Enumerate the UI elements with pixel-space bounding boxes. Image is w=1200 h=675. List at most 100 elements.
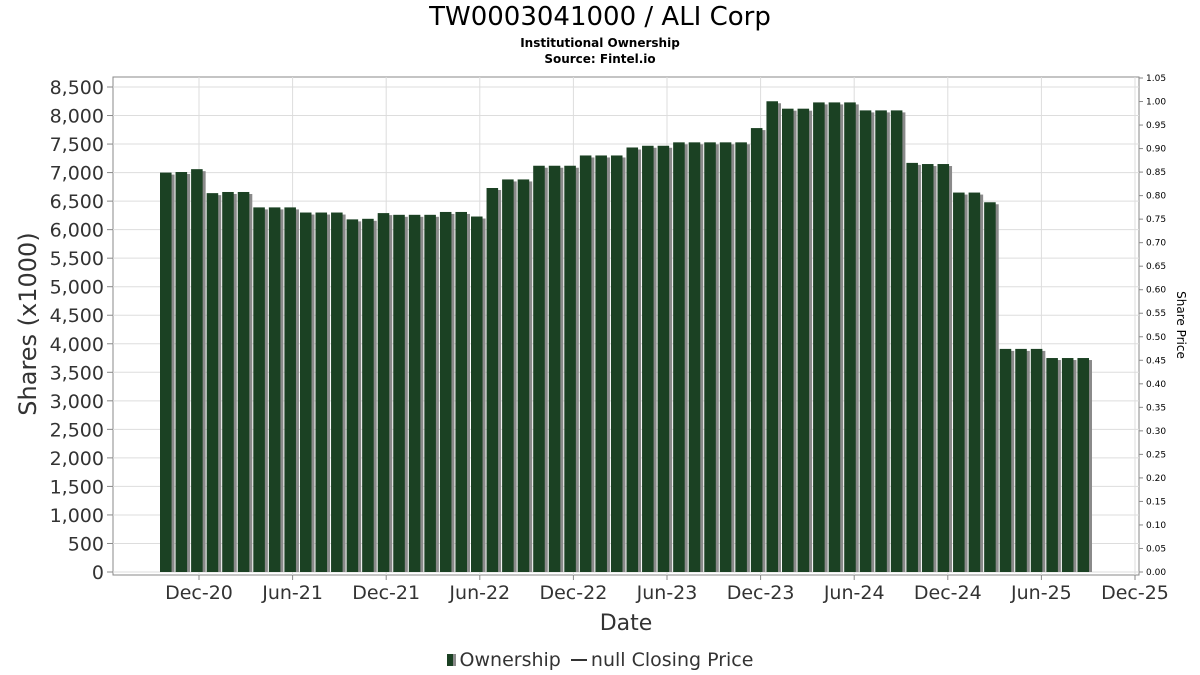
ownership-bar bbox=[844, 102, 856, 572]
y2-tick-label: 0.00 bbox=[1146, 568, 1166, 578]
ownership-bar bbox=[548, 165, 561, 572]
y-axis-label: Shares (x1000) bbox=[14, 232, 42, 415]
ownership-bar bbox=[424, 214, 436, 572]
y2-tick-label: 1.00 bbox=[1146, 98, 1166, 108]
y-tick-label: 8,500 bbox=[50, 77, 104, 99]
x-axis-label: Date bbox=[600, 611, 653, 636]
x-tick-label: Jun-24 bbox=[823, 582, 885, 604]
y2-tick-label: 0.15 bbox=[1146, 497, 1166, 507]
ownership-bar bbox=[331, 212, 343, 572]
x-tick-label: Dec-24 bbox=[914, 582, 982, 604]
y2-tick-label: 0.05 bbox=[1146, 544, 1166, 554]
x-tick-label: Jun-22 bbox=[448, 582, 510, 604]
y2-tick-label: 0.30 bbox=[1146, 427, 1166, 437]
plot-area bbox=[112, 76, 1140, 576]
y2-tick-label: 0.20 bbox=[1146, 474, 1166, 484]
ownership-bar bbox=[813, 102, 825, 572]
ownership-bar bbox=[921, 164, 934, 572]
ownership-bar bbox=[968, 192, 981, 572]
legend: Ownership null Closing Price bbox=[0, 646, 1200, 673]
y-tick-label: 1,500 bbox=[50, 476, 104, 498]
ownership-bar bbox=[315, 212, 328, 572]
ownership-bar bbox=[517, 179, 530, 572]
ownership-bar bbox=[1030, 348, 1043, 572]
ownership-bar bbox=[797, 108, 810, 573]
ownership-bar bbox=[502, 179, 514, 572]
x-tick-label: Dec-22 bbox=[539, 582, 607, 604]
ownership-bar bbox=[160, 172, 172, 572]
y-tick-label: 500 bbox=[68, 533, 104, 555]
ownership-bar bbox=[750, 128, 763, 573]
ownership-bar bbox=[999, 348, 1012, 572]
ownership-bar bbox=[362, 218, 374, 572]
ownership-bar bbox=[937, 164, 950, 572]
y-tick-label: 6,000 bbox=[50, 220, 104, 242]
ownership-bar bbox=[859, 110, 872, 573]
x-tick-label: Jun-21 bbox=[261, 582, 323, 604]
x-tick-label: Dec-21 bbox=[352, 582, 420, 604]
ownership-bar bbox=[704, 142, 716, 573]
y2-tick-label: 0.80 bbox=[1146, 192, 1166, 202]
y2-axis-label: Share Price bbox=[1174, 291, 1188, 359]
y2-tick-label: 0.10 bbox=[1146, 521, 1166, 531]
ownership-bar bbox=[984, 202, 996, 572]
y-tick-label: 6,500 bbox=[50, 191, 104, 213]
ownership-bar bbox=[206, 193, 219, 573]
y2-tick-label: 0.55 bbox=[1146, 309, 1166, 319]
ownership-bar bbox=[191, 169, 203, 572]
y-tick-label: 4,500 bbox=[50, 305, 104, 327]
chart-title: TW0003041000 / ALI Corp bbox=[429, 2, 771, 32]
ownership-bar bbox=[471, 216, 483, 572]
y2-tick-label: 0.40 bbox=[1146, 380, 1166, 390]
ownership-swatch-icon bbox=[446, 654, 456, 666]
ownership-bar bbox=[393, 214, 405, 572]
chart-subtitle: Institutional Ownership bbox=[520, 36, 680, 50]
y2-tick-label: 0.45 bbox=[1146, 356, 1166, 366]
ownership-bar bbox=[175, 172, 188, 573]
y2-tick-label: 0.90 bbox=[1146, 145, 1166, 155]
ownership-bar bbox=[237, 191, 250, 573]
y-tick-label: 3,000 bbox=[50, 391, 104, 413]
legend-price: null Closing Price bbox=[567, 647, 754, 673]
ownership-bar bbox=[284, 207, 296, 573]
ownership-bar bbox=[1046, 358, 1058, 572]
y2-axis: 0.00 0.05 0.10 0.15 0.20 0.25 0.30 0.35 0.40 0.45… bbox=[1139, 74, 1166, 578]
ownership-bar bbox=[533, 165, 545, 572]
y-tick-label: 0 bbox=[92, 562, 104, 584]
y2-tick-label: 0.35 bbox=[1146, 403, 1166, 413]
ownership-bar bbox=[657, 145, 670, 573]
y2-tick-label: 0.95 bbox=[1146, 121, 1166, 131]
ownership-bar bbox=[828, 102, 841, 572]
legend-price-label: null Closing Price bbox=[590, 648, 754, 671]
x-tick-label: Dec-20 bbox=[165, 582, 233, 604]
ownership-bar bbox=[610, 155, 623, 572]
y-tick-label: 4,000 bbox=[50, 334, 104, 356]
ownership-bar bbox=[408, 214, 421, 572]
ownership-bar bbox=[346, 219, 359, 572]
y2-tick-label: 0.65 bbox=[1146, 262, 1166, 272]
x-tick-label: Dec-25 bbox=[1101, 582, 1169, 604]
ownership-bar bbox=[1077, 358, 1089, 572]
y-tick-label: 8,000 bbox=[50, 106, 104, 128]
ownership-bar bbox=[299, 212, 312, 572]
y-tick-label: 5,500 bbox=[50, 248, 104, 270]
y-tick-label: 7,000 bbox=[50, 163, 104, 185]
y2-tick-label: 0.60 bbox=[1146, 286, 1166, 296]
y-tick-label: 2,000 bbox=[50, 448, 104, 470]
chart-source: Source: Fintel.io bbox=[544, 52, 656, 66]
ownership-bar bbox=[766, 101, 778, 572]
ownership-bar bbox=[953, 192, 965, 572]
line-swatch-icon bbox=[570, 659, 587, 661]
ownership-bar bbox=[222, 191, 234, 573]
ownership-bar bbox=[782, 108, 794, 573]
y-axis: 0 500 1,000 1,500 2,000 2,500 3,000 3,500 4,000 4… bbox=[50, 77, 113, 584]
y-tick-label: 3,500 bbox=[50, 362, 104, 384]
ownership-bar bbox=[595, 155, 607, 572]
ownership-bar bbox=[719, 142, 732, 573]
ownership-bar bbox=[735, 142, 747, 573]
ownership-bar bbox=[673, 142, 685, 573]
y2-tick-label: 0.50 bbox=[1146, 333, 1166, 343]
y-tick-label: 1,000 bbox=[50, 505, 104, 527]
ownership-bar bbox=[1061, 358, 1074, 572]
